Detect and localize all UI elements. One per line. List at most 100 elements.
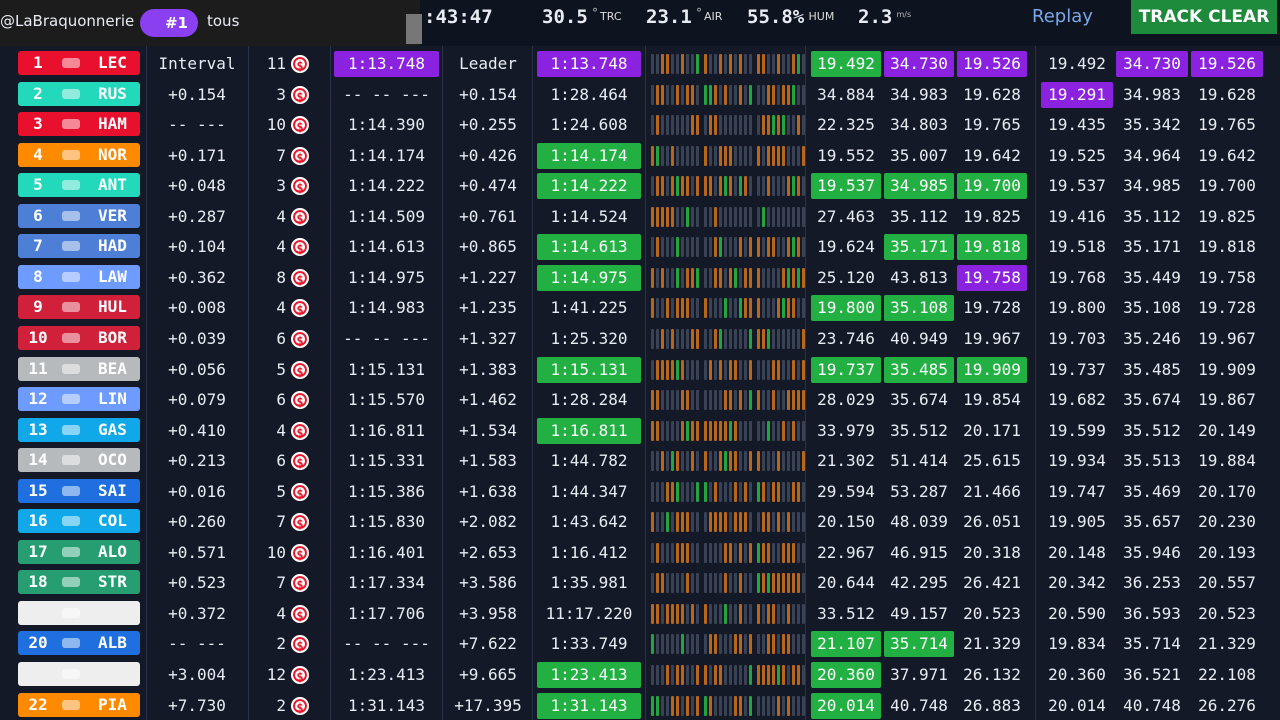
mini-sector	[802, 176, 805, 197]
driver-tag: 4 NOR	[18, 142, 140, 167]
mini-sector	[709, 206, 712, 227]
mini-sector	[714, 54, 717, 74]
mini-sector	[729, 267, 732, 288]
mini-sector	[691, 84, 694, 105]
mini-sector	[651, 451, 654, 472]
best-sector-time: 19.934	[1048, 451, 1106, 471]
mini-sector	[729, 54, 732, 74]
best-sector-time: 19.700	[1198, 176, 1256, 196]
mini-sector	[739, 420, 742, 441]
mini-sector	[709, 695, 712, 716]
mini-sector	[691, 695, 694, 716]
mini-sector	[787, 573, 790, 594]
mini-sector	[704, 328, 707, 349]
mini-sector	[671, 206, 674, 227]
mini-sector	[666, 84, 669, 105]
mini-sector	[656, 237, 659, 258]
mini-sector	[744, 206, 747, 227]
mini-sector	[777, 84, 780, 105]
mini-sector	[681, 451, 684, 472]
mini-sector	[696, 695, 699, 716]
driver-code: ANT	[98, 175, 127, 195]
mini-sector	[696, 328, 699, 349]
mini-sector	[719, 390, 722, 411]
mode[interactable]: Replay	[1032, 6, 1093, 27]
driver-code: BEA	[98, 358, 127, 378]
mini-sector	[772, 603, 775, 624]
mini-sector	[724, 512, 727, 533]
mini-sector	[714, 359, 717, 380]
sector-time: 19.854	[963, 390, 1021, 410]
mini-sector	[749, 695, 752, 716]
mini-sector	[762, 237, 765, 258]
mini-sector	[749, 542, 752, 563]
pit-count: 4	[276, 206, 286, 226]
mini-sector	[782, 451, 785, 472]
mini-sector	[777, 328, 780, 349]
position: 5	[33, 175, 43, 195]
mini-sector	[691, 665, 694, 685]
mini-sector	[762, 54, 765, 74]
sector-time: 43.813	[890, 267, 948, 287]
sector-time: 22.325	[817, 115, 875, 135]
mini-sector	[757, 267, 760, 288]
sector-time: 20.644	[817, 573, 875, 593]
mini-sector	[749, 359, 752, 380]
mini-sector	[744, 603, 747, 624]
weather-value: 2.3	[858, 6, 893, 28]
mini-sector	[661, 573, 664, 594]
mini-sector	[757, 542, 760, 563]
mini-sector	[772, 634, 775, 655]
mini-sector	[719, 328, 722, 349]
mini-sector	[671, 542, 674, 563]
user: @LaBraquonnerie	[0, 12, 135, 30]
column-separator	[1035, 46, 1036, 720]
mini-sector	[704, 542, 707, 563]
team-icon	[62, 332, 80, 343]
mini-sector	[666, 237, 669, 258]
mini-sector	[661, 390, 664, 411]
mini-sector	[666, 359, 669, 380]
mini-sector	[661, 237, 664, 258]
team-icon	[62, 577, 80, 588]
mini-sector	[666, 603, 669, 624]
mini-sector	[797, 451, 800, 472]
best-sector-time: 35.449	[1123, 267, 1181, 287]
mini-sector	[696, 481, 699, 502]
best-sector-time: 19.758	[1198, 267, 1256, 287]
mini-sector	[762, 420, 765, 441]
mini-sector	[666, 328, 669, 349]
team-icon	[62, 88, 80, 99]
mini-sector	[709, 84, 712, 105]
sector-time: 19.758	[957, 264, 1027, 291]
mini-sector	[691, 512, 694, 533]
pit-icon: $	[291, 177, 309, 196]
mini-sector	[651, 115, 654, 136]
position: 1	[33, 53, 43, 72]
mini-sector	[696, 298, 699, 319]
mini-sector	[724, 176, 727, 197]
pit-icon: $	[291, 55, 309, 73]
mini-sector	[757, 695, 760, 716]
team-icon	[62, 424, 80, 435]
best-lap: 1:17.706	[347, 603, 426, 623]
mini-sector	[686, 390, 689, 411]
mini-sector	[686, 115, 689, 136]
mini-sector	[797, 542, 800, 563]
mini-sector	[656, 328, 659, 349]
mini-sector	[709, 481, 712, 502]
mini-sector	[696, 115, 699, 136]
mini-sector	[671, 115, 674, 136]
interval: +0.213	[168, 451, 226, 471]
mini-sector	[777, 115, 780, 136]
sector-time: 19.800	[811, 295, 881, 322]
sector-time: 19.552	[817, 145, 875, 165]
column-separator	[532, 46, 533, 720]
mini-sector	[681, 542, 684, 563]
mini-sector	[777, 695, 780, 716]
mini-sector	[676, 390, 679, 411]
driver-tag: 10 BOR	[18, 325, 140, 350]
mini-sector	[749, 206, 752, 227]
mini-sector	[772, 267, 775, 288]
mini-sector	[802, 451, 805, 472]
